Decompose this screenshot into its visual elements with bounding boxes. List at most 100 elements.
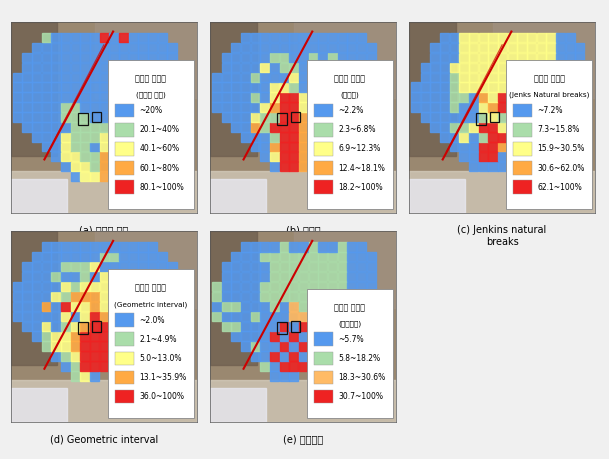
Bar: [212, 302, 221, 311]
Bar: [110, 44, 119, 53]
Text: 5.8~18.2%: 5.8~18.2%: [338, 353, 381, 362]
Bar: [566, 93, 575, 102]
Bar: [71, 54, 80, 63]
Bar: [90, 152, 99, 162]
Bar: [32, 103, 41, 112]
Bar: [177, 73, 186, 83]
Bar: [347, 103, 356, 112]
Text: (b) 분위법: (b) 분위법: [286, 225, 320, 235]
Bar: [222, 93, 231, 102]
Bar: [309, 332, 318, 341]
Bar: [459, 133, 468, 142]
Bar: [556, 34, 565, 43]
Bar: [23, 322, 32, 331]
Bar: [431, 113, 440, 123]
Bar: [100, 272, 109, 282]
Bar: [357, 263, 366, 272]
Bar: [508, 143, 517, 152]
Bar: [319, 282, 328, 291]
Bar: [241, 252, 250, 262]
Bar: [167, 73, 177, 83]
Bar: [100, 143, 109, 152]
Bar: [250, 312, 260, 321]
Bar: [314, 371, 333, 384]
Bar: [449, 113, 459, 123]
Bar: [158, 44, 167, 53]
Bar: [337, 292, 347, 302]
Text: 40.1~60%: 40.1~60%: [139, 144, 179, 153]
Bar: [314, 181, 333, 194]
Bar: [299, 263, 308, 272]
Bar: [546, 73, 555, 83]
Text: 80.1~100%: 80.1~100%: [139, 182, 184, 191]
Bar: [110, 103, 119, 112]
Bar: [449, 73, 459, 83]
Bar: [357, 73, 366, 83]
Bar: [508, 123, 517, 132]
Bar: [328, 73, 337, 83]
Bar: [469, 143, 478, 152]
Bar: [488, 93, 498, 102]
Bar: [319, 332, 328, 341]
Bar: [250, 133, 260, 142]
Bar: [51, 93, 61, 102]
Bar: [241, 133, 250, 142]
Bar: [110, 263, 119, 272]
Bar: [546, 34, 555, 43]
Bar: [241, 322, 250, 331]
Bar: [309, 312, 318, 321]
Bar: [210, 23, 256, 156]
Bar: [270, 263, 279, 272]
Bar: [347, 292, 356, 302]
Bar: [94, 23, 197, 99]
Bar: [479, 152, 488, 162]
Bar: [128, 302, 138, 311]
Bar: [110, 83, 119, 93]
Bar: [498, 54, 507, 63]
Bar: [51, 302, 61, 311]
Bar: [61, 162, 70, 172]
Bar: [71, 292, 80, 302]
Bar: [94, 232, 197, 308]
Bar: [270, 272, 279, 282]
Bar: [289, 83, 298, 93]
Bar: [357, 282, 366, 291]
Bar: [241, 312, 250, 321]
Bar: [546, 113, 555, 123]
Bar: [309, 302, 318, 311]
Bar: [493, 23, 595, 99]
Bar: [250, 123, 260, 132]
Bar: [32, 282, 41, 291]
Bar: [270, 133, 279, 142]
Bar: [469, 93, 478, 102]
Bar: [128, 54, 138, 63]
Bar: [289, 123, 298, 132]
Bar: [498, 113, 507, 123]
Bar: [347, 44, 356, 53]
Bar: [148, 44, 157, 53]
Bar: [328, 44, 337, 53]
Bar: [280, 73, 289, 83]
Bar: [167, 272, 177, 282]
Bar: [231, 322, 241, 331]
Bar: [260, 103, 269, 112]
Bar: [138, 272, 147, 282]
Bar: [90, 103, 99, 112]
Bar: [270, 242, 279, 252]
Bar: [13, 103, 22, 112]
Bar: [277, 113, 287, 126]
Bar: [309, 103, 318, 112]
Bar: [299, 352, 308, 361]
Bar: [289, 133, 298, 142]
Bar: [347, 312, 356, 321]
Bar: [212, 312, 221, 321]
Bar: [158, 113, 167, 123]
Bar: [498, 34, 507, 43]
Bar: [347, 54, 356, 63]
Bar: [71, 133, 80, 142]
Bar: [270, 54, 279, 63]
Bar: [270, 292, 279, 302]
Bar: [80, 73, 90, 83]
Bar: [110, 34, 119, 43]
Bar: [277, 322, 287, 335]
